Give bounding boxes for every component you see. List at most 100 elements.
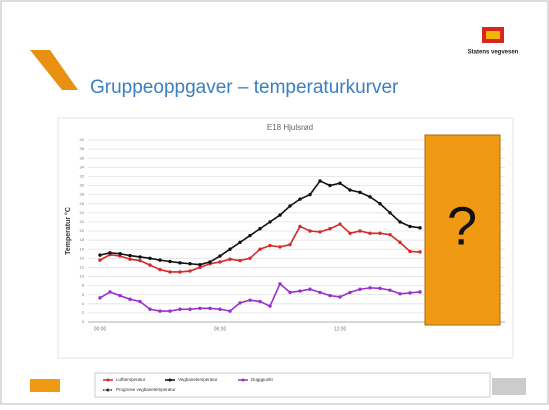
legend-marker (241, 378, 245, 382)
data-point (298, 289, 302, 293)
y-tick-label: 14 (80, 255, 85, 260)
data-point (368, 195, 372, 199)
data-point (368, 231, 372, 235)
data-point (388, 211, 392, 215)
data-point (348, 188, 352, 192)
slide-title: Gruppeoppgaver – temperaturkurver (90, 77, 399, 98)
data-point (98, 296, 102, 300)
data-point (178, 270, 182, 274)
data-point (108, 290, 112, 294)
data-point (368, 286, 372, 290)
y-tick-label: 38 (80, 146, 85, 151)
accent-shape (30, 50, 78, 90)
data-point (268, 243, 272, 248)
y-tick-label: 22 (80, 219, 85, 224)
data-point (308, 287, 312, 291)
legend: Lufttemperatur Vegbanetemperatur Duggpunkt… (103, 377, 274, 392)
data-point (208, 306, 212, 311)
data-point (318, 179, 322, 183)
logo-icon-inner (486, 31, 500, 39)
data-point (278, 282, 282, 286)
data-point (408, 224, 412, 229)
data-point (298, 197, 302, 201)
y-tick-label: 10 (80, 274, 85, 279)
data-point (238, 240, 242, 245)
y-tick-label: 40 (80, 137, 85, 142)
chart-title: E18 Hjulsrød (267, 123, 313, 132)
y-tick-label: 30 (80, 183, 85, 188)
y-tick-label: 36 (80, 155, 85, 160)
data-point (258, 299, 262, 304)
data-point (398, 240, 402, 245)
y-tick-label: 0 (82, 319, 85, 324)
y-tick-label: 18 (80, 237, 85, 242)
data-point (338, 181, 342, 185)
data-point (248, 233, 252, 238)
data-point (228, 247, 232, 251)
y-tick-label: 32 (80, 173, 85, 178)
data-point (158, 267, 162, 272)
data-point (418, 250, 422, 254)
data-point (158, 258, 162, 262)
data-point (128, 297, 132, 301)
data-point (118, 293, 122, 298)
data-point (408, 291, 412, 295)
data-point (98, 258, 102, 262)
y-tick-label: 34 (80, 164, 85, 169)
data-point (418, 226, 422, 230)
data-point (198, 265, 202, 270)
data-point (128, 257, 132, 261)
data-point (268, 220, 272, 224)
legend-marker (106, 378, 110, 382)
data-point (218, 254, 222, 258)
data-point (138, 299, 142, 304)
data-point (278, 213, 282, 217)
legend-marker (106, 388, 110, 392)
y-tick-label: 6 (82, 292, 85, 297)
data-point (258, 247, 262, 251)
data-point (338, 222, 342, 226)
data-point (318, 230, 322, 234)
data-point (108, 251, 112, 255)
y-tick-label: 2 (82, 310, 85, 315)
data-point (208, 260, 212, 264)
y-axis-label: Temperatur °C (64, 207, 72, 255)
legend-box (94, 372, 491, 398)
y-tick-label: 12 (80, 264, 85, 269)
data-point (148, 263, 152, 267)
data-point (358, 229, 362, 233)
data-point (408, 249, 412, 254)
y-tick-label: 26 (80, 201, 85, 206)
y-tick-label: 8 (82, 283, 85, 288)
data-point (128, 253, 132, 258)
data-point (328, 227, 332, 231)
data-point (298, 224, 302, 229)
data-point (118, 252, 122, 256)
x-tick-label: 00:00 (94, 326, 107, 332)
legend-label: Lufttemperatur (116, 377, 146, 382)
footer-accent (30, 379, 60, 392)
data-point (328, 183, 332, 188)
data-point (198, 262, 202, 267)
data-point (258, 227, 262, 231)
data-point (418, 290, 422, 294)
data-point (318, 290, 322, 295)
data-point (248, 256, 252, 260)
data-point (288, 204, 292, 208)
legend-label: Prognose vegbanetemperatur (116, 387, 176, 392)
data-point (308, 229, 312, 233)
data-point (358, 190, 362, 195)
data-point (168, 270, 172, 274)
data-point (328, 293, 332, 298)
y-tick-label: 28 (80, 192, 85, 197)
data-point (388, 232, 392, 237)
data-point (278, 245, 282, 249)
data-point (188, 269, 192, 273)
legend-marker (168, 378, 172, 382)
data-point (338, 295, 342, 299)
data-point (248, 298, 252, 302)
data-point (198, 306, 202, 311)
data-point (288, 290, 292, 295)
x-tick-label: 12:00 (334, 326, 347, 332)
